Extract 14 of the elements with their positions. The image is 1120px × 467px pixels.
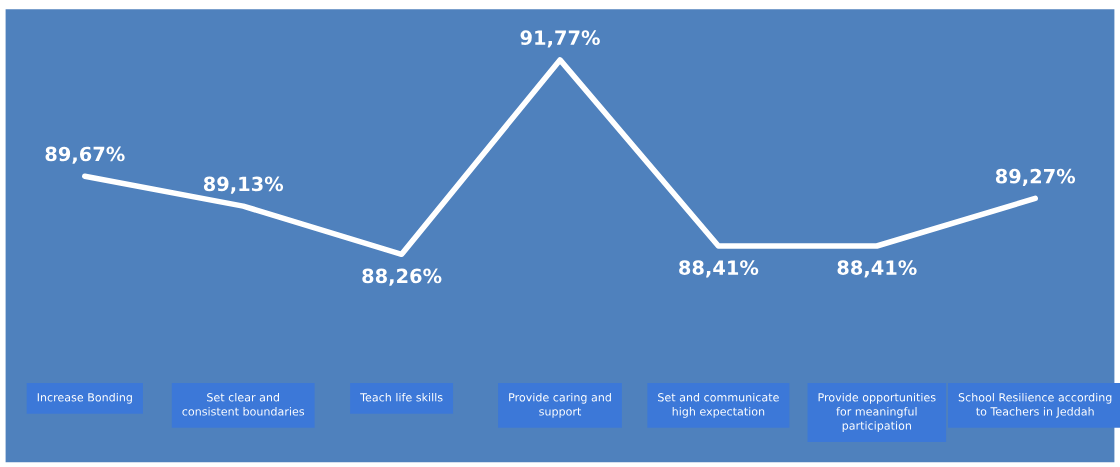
data-label: 89,13% xyxy=(203,176,284,194)
x-tick-label: Set and communicate high expectation xyxy=(658,392,779,418)
x-tick-label: Set clear and consistent boundaries xyxy=(182,392,305,416)
data-label: 88,41% xyxy=(837,260,917,278)
data-label: 88,41% xyxy=(679,260,759,278)
data-label: 88,26% xyxy=(362,268,442,286)
data-label: 91,77% xyxy=(520,30,600,48)
x-tick-label: Teach life skills xyxy=(360,392,443,402)
x-tick-label: Provide opportunities for meaningful participation xyxy=(818,392,936,432)
data-label: 89,67% xyxy=(45,146,125,164)
x-tick-label: School Resilience according to Teachers in Jeddah xyxy=(958,392,1112,418)
data-label: 89,27% xyxy=(995,168,1076,186)
x-tick-label: Increase Bonding xyxy=(37,392,132,404)
x-tick-label: Provide caring and support xyxy=(509,392,611,418)
